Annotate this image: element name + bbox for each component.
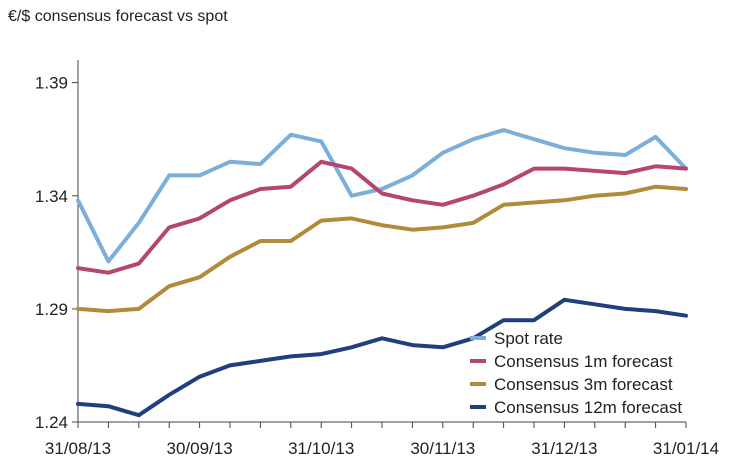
series-line-consensus-3m-forecast [76, 184, 688, 314]
chart-legend: Spot rate Consensus 1m forecast Consensus … [470, 329, 682, 417]
chart-axes: 1.24 1.29 1.34 1.39 31/08/13 30/09/13 31/10/13… [35, 60, 719, 458]
series-line-spot-rate [76, 128, 688, 264]
y-tick-label: 1.34 [35, 187, 68, 206]
legend-label: Consensus 12m forecast [494, 398, 682, 417]
legend-label: Spot rate [494, 329, 563, 348]
y-tick-label: 1.24 [35, 413, 68, 432]
series-line-consensus-12m-forecast [76, 297, 688, 418]
legend-label: Consensus 3m forecast [494, 375, 673, 394]
x-tick-label: 31/10/13 [288, 439, 354, 458]
legend-label: Consensus 1m forecast [494, 352, 673, 371]
y-tick-label: 1.39 [35, 74, 68, 93]
x-tick-label: 30/11/13 [410, 439, 475, 458]
x-tick-label: 31/12/13 [531, 439, 597, 458]
chart-title: €/$ consensus forecast vs spot [8, 8, 228, 25]
y-tick-label: 1.29 [35, 300, 68, 319]
series-layer [76, 128, 688, 418]
x-tick-label: 31/08/13 [45, 439, 111, 458]
x-tick-label: 30/09/13 [167, 439, 233, 458]
x-tick-label: 31/01/14 [653, 439, 719, 458]
series-line-consensus-1m-forecast [76, 159, 688, 275]
